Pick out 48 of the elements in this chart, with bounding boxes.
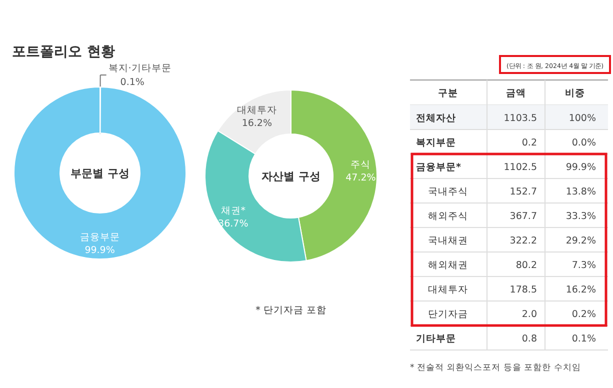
text: 1102.5 [504, 162, 537, 173]
text: 16.2% [566, 284, 596, 296]
text: 0.1% [572, 334, 596, 344]
slice-label: 복지·기타부문 [108, 63, 172, 74]
chart-title: 포트폴리오 현황 [12, 44, 115, 60]
text: 322.2 [510, 236, 537, 246]
category-label: 전체자산 [416, 113, 456, 124]
slice-label: 채권* [220, 205, 246, 216]
text: 1103.5 [504, 113, 537, 124]
text: 0.2% [572, 309, 596, 320]
text: 33.3% [566, 211, 596, 222]
slice-label: 대체투자 [236, 104, 277, 116]
text: 자산별 구성 [262, 170, 320, 183]
category-label: 기타부문 [416, 334, 456, 344]
category-label: 단기자금 [428, 309, 468, 320]
data-label: 99.9% [84, 245, 115, 256]
data-label: 16.2% [242, 118, 272, 129]
text: 100% [568, 113, 596, 124]
category-label: 대체투자 [428, 284, 468, 296]
category-label: 금융부문* [416, 162, 461, 173]
category-label: 국내주식 [428, 186, 468, 198]
data-label: 47.2% [346, 172, 376, 184]
category-label: 해외주식 [428, 211, 468, 222]
slice-label: 금융부문 [80, 232, 120, 243]
category-label: 해외채권 [428, 260, 468, 271]
text: 7.3% [572, 260, 596, 271]
text: 152.7 [510, 186, 537, 198]
text: * 단기자금 포함 [256, 305, 326, 316]
text: 80.2 [516, 260, 537, 271]
category-label: 복지부문 [416, 138, 456, 148]
text: 0.2 [522, 138, 537, 148]
text: 178.5 [510, 284, 537, 296]
category-label: 금액 [506, 88, 526, 99]
data-label: 36.7% [218, 218, 248, 230]
text: 부문별 구성 [70, 167, 130, 180]
category-label: 비중 [565, 88, 585, 99]
text: 99.9% [566, 162, 596, 173]
text: 0.8 [522, 334, 537, 344]
text: * 전술적 외환익스포저 등을 포함한 수치임 [410, 363, 581, 373]
category-label: 구분 [438, 88, 458, 99]
text: 29.2% [566, 236, 596, 246]
text: 367.7 [510, 211, 537, 222]
text: 0.0% [572, 138, 596, 148]
text: 2.0 [522, 309, 537, 320]
text: 13.8% [566, 186, 596, 198]
slice-label: 주식 [350, 160, 371, 171]
category-label: 국내채권 [428, 236, 468, 246]
data-label: 0.1% [120, 77, 144, 88]
